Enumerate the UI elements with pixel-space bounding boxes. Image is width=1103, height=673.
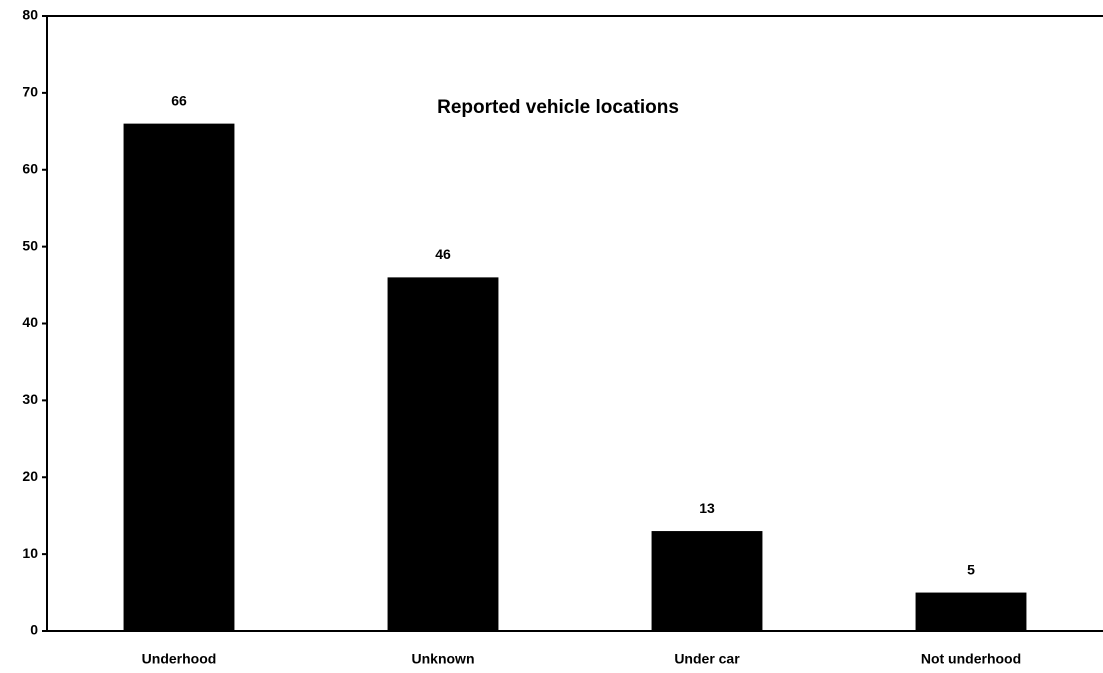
data-label: 13 <box>699 500 715 516</box>
bar <box>387 277 499 631</box>
x-tick-label: Underhood <box>142 651 217 667</box>
y-tick-label: 0 <box>30 622 38 638</box>
bar <box>123 123 235 631</box>
y-tick-label: 50 <box>22 237 38 253</box>
y-tick-label: 30 <box>22 391 38 407</box>
y-tick-label: 70 <box>22 84 38 100</box>
y-tick-label: 20 <box>22 468 38 484</box>
data-label: 5 <box>967 561 975 577</box>
chart-title: Reported vehicle locations <box>437 97 679 118</box>
data-label: 46 <box>435 246 451 262</box>
x-tick-label: Under car <box>674 651 740 667</box>
x-tick-label: Not underhood <box>921 651 1021 667</box>
x-tick-label: Unknown <box>412 651 475 667</box>
y-tick-label: 10 <box>22 545 38 561</box>
y-tick-label: 80 <box>22 7 38 23</box>
bar <box>915 592 1027 631</box>
y-tick-label: 40 <box>22 314 38 330</box>
bar <box>651 531 763 631</box>
y-tick-label: 60 <box>22 160 38 176</box>
data-label: 66 <box>171 92 187 108</box>
